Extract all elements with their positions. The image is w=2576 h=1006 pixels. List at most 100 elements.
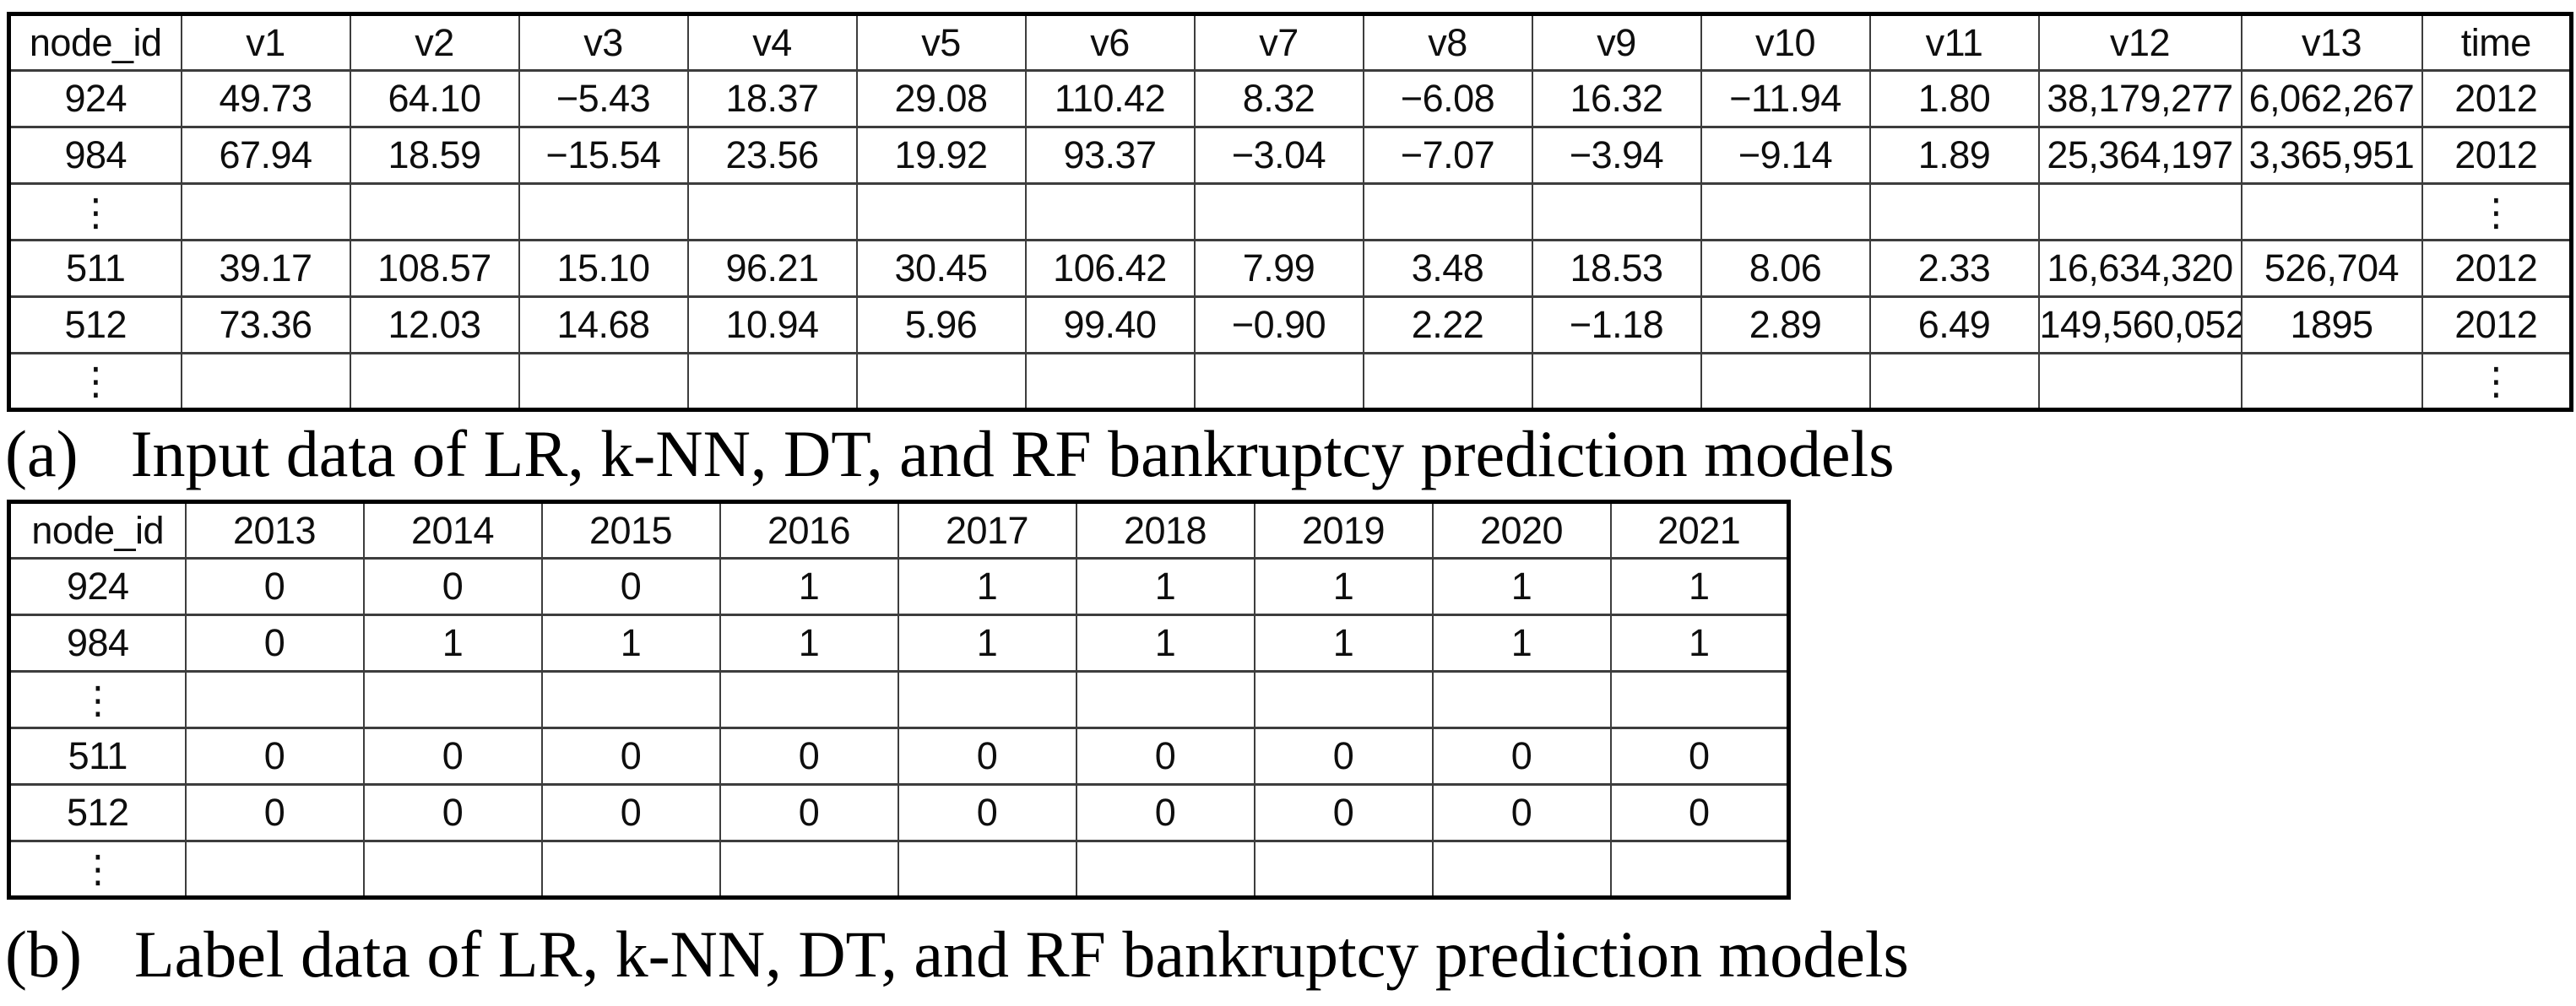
table-cell: 49.73	[180, 69, 351, 128]
table-cell: 8.32	[1193, 69, 1364, 128]
table-cell: −9.14	[1700, 126, 1871, 185]
table-row: 512 0 0 0 0 0 0 0 0 0	[8, 783, 1790, 842]
table-cell: 16,634,320	[2037, 239, 2242, 298]
table-cell	[349, 352, 520, 411]
table-cell: −15.54	[518, 126, 689, 185]
table-cell: 5.96	[855, 295, 1027, 354]
table-cell	[1868, 352, 2040, 411]
table-cell	[1193, 352, 1364, 411]
column-header-v6: v6	[1024, 13, 1196, 72]
table-cell: 0	[1609, 783, 1790, 842]
table-cell: 0	[362, 783, 543, 842]
column-header-v8: v8	[1362, 13, 1533, 72]
table-cell	[1075, 840, 1255, 899]
table-cell: 73.36	[180, 295, 351, 354]
table-cell: 1	[1253, 614, 1434, 673]
caption-b: (b) Label data of LR, k-NN, DT, and RF ba…	[5, 916, 1909, 993]
table-cell: 0	[1431, 727, 1612, 786]
table-cell: 0	[1609, 727, 1790, 786]
table-cell: 96.21	[686, 239, 858, 298]
header-row: node_id v1 v2 v3 v4 v5 v6 v7 v8 v9 v10 v11 v12 v13 tim…	[8, 13, 2573, 72]
column-header-v9: v9	[1531, 13, 1702, 72]
caption-a: (a) Input data of LR, k-NN, DT, and RF ba…	[5, 415, 1895, 493]
column-header-v2: v2	[349, 13, 520, 72]
table-cell: 99.40	[1024, 295, 1196, 354]
table-cell: 8.06	[1700, 239, 1871, 298]
table-cell: 18.37	[686, 69, 858, 128]
table-row: ⋮ ⋮	[8, 352, 2573, 411]
column-header-v7: v7	[1193, 13, 1364, 72]
table-row: ⋮	[8, 840, 1790, 899]
column-header-v13: v13	[2240, 13, 2423, 72]
table-cell	[1609, 840, 1790, 899]
table-cell	[1531, 352, 1702, 411]
table-row: 984 0 1 1 1 1 1 1 1 1	[8, 614, 1790, 673]
column-header-time: time	[2421, 13, 2573, 72]
table-cell: 0	[540, 727, 721, 786]
table-cell: 0	[540, 783, 721, 842]
table-cell: 984	[8, 126, 182, 185]
table-cell	[362, 670, 543, 729]
table-cell: −3.94	[1531, 126, 1702, 185]
table-cell: ⋮	[2421, 182, 2573, 241]
column-header-2018: 2018	[1075, 500, 1255, 560]
column-header-2014: 2014	[362, 500, 543, 560]
table-cell: 30.45	[855, 239, 1027, 298]
table-cell: 67.94	[180, 126, 351, 185]
column-header-node_id: node_id	[8, 13, 182, 72]
table-row: 984 67.94 18.59 −15.54 23.56 19.92 93.37 −3.04−…	[8, 126, 2573, 185]
table-cell: 512	[8, 295, 182, 354]
table-cell	[719, 670, 899, 729]
table-cell: 1	[1253, 557, 1434, 616]
column-header-2020: 2020	[1431, 500, 1612, 560]
table-cell	[518, 352, 689, 411]
column-header-2015: 2015	[540, 500, 721, 560]
table-row: ⋮ ⋮	[8, 182, 2573, 241]
table-cell	[1609, 670, 1790, 729]
table-cell	[1193, 182, 1364, 241]
table-cell: 3.48	[1362, 239, 1533, 298]
table-cell	[855, 352, 1027, 411]
column-header-v3: v3	[518, 13, 689, 72]
table-cell: 16.32	[1531, 69, 1702, 128]
table-cell: 38,179,277	[2037, 69, 2242, 128]
table-cell	[518, 182, 689, 241]
caption-a-label: (a)	[5, 417, 79, 490]
table-cell	[686, 182, 858, 241]
table-cell: 0	[897, 727, 1077, 786]
table-cell: 1895	[2240, 295, 2423, 354]
table-cell: 1	[1609, 614, 1790, 673]
table-cell: 149,560,052	[2037, 295, 2242, 354]
table-cell: 1.80	[1868, 69, 2040, 128]
table-cell: ⋮	[8, 182, 182, 241]
table-cell	[1253, 840, 1434, 899]
column-header-2019: 2019	[1253, 500, 1434, 560]
table-cell: −5.43	[518, 69, 689, 128]
table-cell: 15.10	[518, 239, 689, 298]
table-cell: 1	[1075, 557, 1255, 616]
table-cell: 19.92	[855, 126, 1027, 185]
table-cell: 93.37	[1024, 126, 1196, 185]
table-cell	[1362, 182, 1533, 241]
table-cell: 1.89	[1868, 126, 2040, 185]
table-cell: −0.90	[1193, 295, 1364, 354]
table-cell: 18.59	[349, 126, 520, 185]
table-cell: −6.08	[1362, 69, 1533, 128]
table-cell: 1	[362, 614, 543, 673]
table-cell	[184, 840, 365, 899]
table-cell: ⋮	[8, 352, 182, 411]
table-cell: 1	[897, 557, 1077, 616]
table-row: 511 0 0 0 0 0 0 0 0 0	[8, 727, 1790, 786]
table-cell: 984	[8, 614, 187, 673]
table-cell: 29.08	[855, 69, 1027, 128]
table-cell	[686, 352, 858, 411]
table-cell: 23.56	[686, 126, 858, 185]
table-cell: −7.07	[1362, 126, 1533, 185]
table-cell	[540, 840, 721, 899]
table-cell: 2012	[2421, 295, 2573, 354]
table-cell: 1	[540, 614, 721, 673]
table-cell: 110.42	[1024, 69, 1196, 128]
table-cell: −3.04	[1193, 126, 1364, 185]
table-cell: 6,062,267	[2240, 69, 2423, 128]
table-cell: 0	[1431, 783, 1612, 842]
